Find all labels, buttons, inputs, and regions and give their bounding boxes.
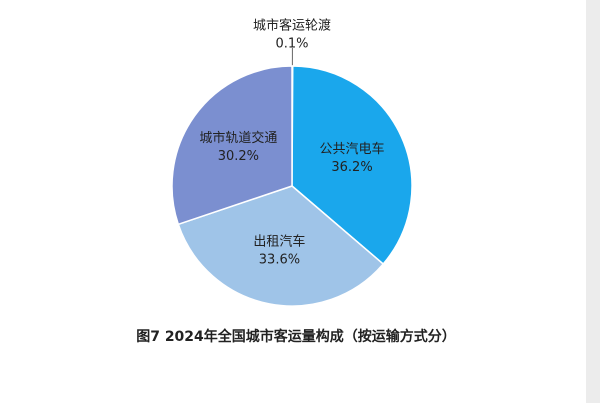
slice-label: 城市轨道交通 [199, 130, 277, 146]
slice-value: 0.1% [275, 37, 308, 52]
slice-value: 30.2% [218, 149, 259, 164]
pie-slice [177, 185, 385, 307]
chart-title: 图7 2024年全国城市客运量构成（按运输方式分） [136, 328, 456, 345]
slice-label: 公共汽电车 [320, 141, 385, 157]
page-edge [586, 0, 600, 403]
slice-label: 出租汽车 [253, 233, 305, 249]
slice-label: 城市客运轮渡 [253, 18, 331, 34]
pie-slice [171, 65, 293, 226]
pie-slice [291, 65, 413, 266]
slice-value: 33.6% [259, 252, 300, 267]
slice-value: 36.2% [331, 160, 372, 175]
